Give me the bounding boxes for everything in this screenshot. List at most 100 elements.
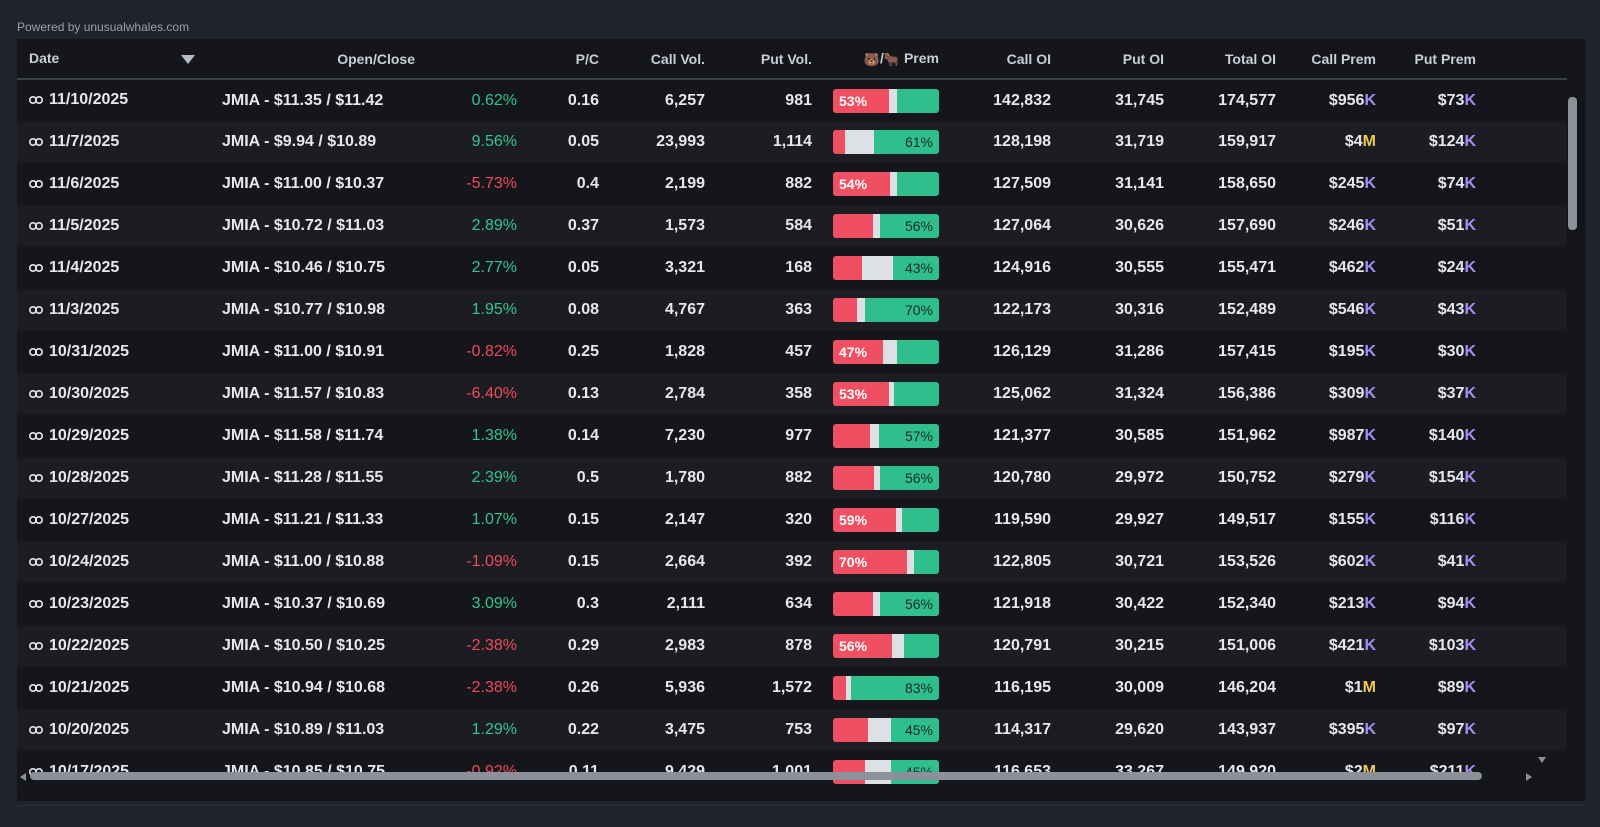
column-header-date[interactable]: Date xyxy=(17,39,205,80)
call-volume: 2,983 xyxy=(664,637,705,654)
table-row[interactable]: 11/7/2025 JMIA - $9.94 / $10.89 9.56% 0.… xyxy=(17,121,1567,163)
table-row[interactable]: 11/10/2025 JMIA - $11.35 / $11.42 0.62% … xyxy=(17,79,1567,121)
call-prem-header-label: Call Prem xyxy=(1311,50,1376,67)
column-header-put-prem[interactable]: Put Prem xyxy=(1386,39,1486,80)
table-row[interactable]: 11/6/2025 JMIA - $11.00 / $10.37 -5.73% … xyxy=(17,163,1567,205)
column-header-prem[interactable]: 🐻/🐂 Prem xyxy=(822,39,949,80)
link-icon[interactable] xyxy=(29,260,44,278)
date-value: 11/6/2025 xyxy=(49,174,120,192)
bearish-segment xyxy=(833,718,868,742)
open-close-cell: JMIA - $11.28 / $11.55 xyxy=(222,469,384,486)
call-volume: 3,321 xyxy=(664,259,705,276)
vertical-scrollbar[interactable] xyxy=(1568,97,1577,801)
table-row[interactable]: 10/30/2025 JMIA - $11.57 / $10.83 -6.40%… xyxy=(17,373,1567,415)
bearish-percent-label: 53% xyxy=(839,386,868,402)
premium-sentiment-bar: 54% xyxy=(833,172,939,196)
date-cell[interactable]: 10/28/2025 xyxy=(17,457,205,499)
bullish-segment xyxy=(891,718,939,742)
date-cell[interactable]: 10/21/2025 xyxy=(17,667,205,709)
link-icon[interactable] xyxy=(29,302,44,320)
link-icon[interactable] xyxy=(29,92,44,110)
pc-ratio: 0.22 xyxy=(567,721,599,738)
call-volume: 1,780 xyxy=(664,469,705,486)
sort-desc-icon[interactable] xyxy=(181,52,195,68)
date-header-label: Date xyxy=(29,49,60,66)
put-premium-value: $154 xyxy=(1428,469,1465,486)
table-row[interactable]: 11/3/2025 JMIA - $10.77 / $10.98 1.95% 0… xyxy=(17,289,1567,331)
powered-by[interactable]: Powered by unusualwhales.com xyxy=(17,20,190,34)
date-cell[interactable]: 10/24/2025 xyxy=(17,541,205,583)
column-header-put-oi[interactable]: Put OI xyxy=(1061,39,1174,80)
scroll-left-arrow-icon[interactable] xyxy=(20,773,26,781)
link-icon[interactable] xyxy=(29,428,44,446)
vertical-scrollbar-thumb[interactable] xyxy=(1568,97,1577,230)
horizontal-scrollbar-thumb[interactable] xyxy=(30,772,1482,780)
table-row[interactable]: 10/28/2025 JMIA - $11.28 / $11.55 2.39% … xyxy=(17,457,1567,499)
date-cell[interactable]: 10/30/2025 xyxy=(17,373,205,415)
link-icon[interactable] xyxy=(29,680,44,698)
call-premium-unit: K xyxy=(1364,343,1376,360)
date-cell[interactable]: 10/23/2025 xyxy=(17,583,205,625)
put-premium: $89K xyxy=(1386,667,1486,709)
table-row[interactable]: 10/20/2025 JMIA - $10.89 / $11.03 1.29% … xyxy=(17,709,1567,751)
column-header-call-vol[interactable]: Call Vol. xyxy=(609,39,715,80)
date-cell[interactable]: 11/7/2025 xyxy=(17,121,205,163)
premium-sentiment-cell: 56% xyxy=(822,583,949,625)
date-cell[interactable]: 10/20/2025 xyxy=(17,709,205,751)
link-icon[interactable] xyxy=(29,218,44,236)
column-header-call-oi[interactable]: Call OI xyxy=(949,39,1061,80)
table-row[interactable]: 10/31/2025 JMIA - $11.00 / $10.91 -0.82%… xyxy=(17,331,1567,373)
change-percent: -2.38% xyxy=(466,637,517,654)
table-row[interactable]: 10/29/2025 JMIA - $11.58 / $11.74 1.38% … xyxy=(17,415,1567,457)
pc-ratio: 0.14 xyxy=(567,427,599,444)
scroll-right-arrow-icon[interactable] xyxy=(1526,773,1532,781)
call-volume: 4,767 xyxy=(664,301,705,318)
table-row[interactable]: 10/23/2025 JMIA - $10.37 / $10.69 3.09% … xyxy=(17,583,1567,625)
change-percent: 1.95% xyxy=(471,301,517,318)
table-row[interactable]: 10/21/2025 JMIA - $10.94 / $10.68 -2.38%… xyxy=(17,667,1567,709)
horizontal-scrollbar[interactable] xyxy=(30,771,1540,781)
table-row[interactable]: 10/27/2025 JMIA - $11.21 / $11.33 1.07% … xyxy=(17,499,1567,541)
table-row[interactable]: 10/22/2025 JMIA - $10.50 / $10.25 -2.38%… xyxy=(17,625,1567,667)
scroll-down-arrow-icon[interactable] xyxy=(1538,757,1546,763)
put-premium: $74K xyxy=(1386,163,1486,205)
link-icon[interactable] xyxy=(29,176,44,194)
link-icon[interactable] xyxy=(29,722,44,740)
put-open-interest: 30,721 xyxy=(1115,553,1164,570)
date-cell[interactable]: 11/5/2025 xyxy=(17,205,205,247)
table-row[interactable]: 10/24/2025 JMIA - $11.00 / $10.88 -1.09%… xyxy=(17,541,1567,583)
call-premium-value: $246 xyxy=(1328,217,1365,234)
date-cell[interactable]: 11/4/2025 xyxy=(17,247,205,289)
put-premium: $73K xyxy=(1386,79,1486,121)
date-cell[interactable]: 10/31/2025 xyxy=(17,331,205,373)
link-icon[interactable] xyxy=(29,596,44,614)
column-header-open-close[interactable]: Open/Close xyxy=(205,39,427,80)
date-cell[interactable]: 11/6/2025 xyxy=(17,163,205,205)
link-icon[interactable] xyxy=(29,386,44,404)
column-header-total-oi[interactable]: Total OI xyxy=(1174,39,1286,80)
link-icon[interactable] xyxy=(29,638,44,656)
link-icon[interactable] xyxy=(29,512,44,530)
column-header-put-vol[interactable]: Put Vol. xyxy=(715,39,822,80)
put-open-interest: 31,141 xyxy=(1115,175,1164,192)
link-icon[interactable] xyxy=(29,134,44,152)
date-cell[interactable]: 11/3/2025 xyxy=(17,289,205,331)
date-cell[interactable]: 10/29/2025 xyxy=(17,415,205,457)
link-icon[interactable] xyxy=(29,344,44,362)
date-cell[interactable]: 10/27/2025 xyxy=(17,499,205,541)
date-cell[interactable]: 11/10/2025 xyxy=(17,79,205,121)
premium-sentiment-bar: 61% xyxy=(833,130,939,154)
link-icon[interactable] xyxy=(29,470,44,488)
open-close-cell: JMIA - $9.94 / $10.89 xyxy=(222,133,377,150)
bearish-segment xyxy=(833,508,896,532)
link-icon[interactable] xyxy=(29,554,44,572)
table-row[interactable]: 11/4/2025 JMIA - $10.46 / $10.75 2.77% 0… xyxy=(17,247,1567,289)
date-cell[interactable]: 10/22/2025 xyxy=(17,625,205,667)
column-header-pc[interactable]: P/C xyxy=(527,39,609,80)
table-row[interactable]: 11/5/2025 JMIA - $10.72 / $11.03 2.89% 0… xyxy=(17,205,1567,247)
open-close-cell: JMIA - $10.37 / $10.69 xyxy=(222,595,386,612)
premium-sentiment-bar: 45% xyxy=(833,718,939,742)
put-premium-value: $30 xyxy=(1437,343,1465,360)
column-header-call-prem[interactable]: Call Prem xyxy=(1286,39,1386,80)
bullish-percent-label: 43% xyxy=(904,260,933,276)
